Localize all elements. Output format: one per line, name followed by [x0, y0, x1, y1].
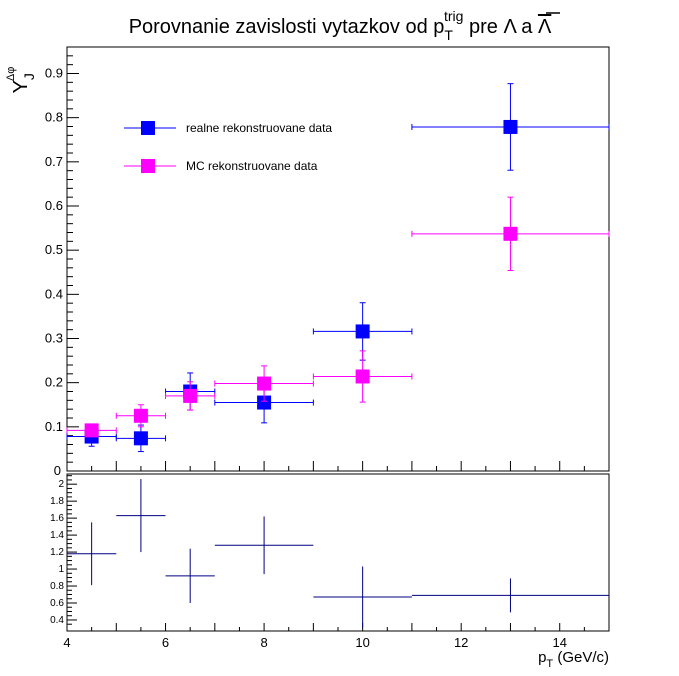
upper-y-tick-label: 0.1 — [45, 419, 63, 434]
x-label-rest: (GeV/c) — [553, 649, 609, 666]
y-label-sup: Δφ — [5, 67, 17, 81]
x-axis-label: pT (GeV/c) — [538, 649, 609, 670]
x-tick-label: 4 — [63, 635, 70, 650]
upper-series — [66, 83, 610, 453]
legend: realne rekonstruovane data MC rekonstruo… — [124, 121, 332, 173]
legend-label-mc: MC rekonstruovane data — [186, 159, 318, 173]
upper-y-tick-label: 0.6 — [45, 198, 63, 213]
title-rest: pre Λ a — [463, 16, 538, 38]
legend-entry-mc: MC rekonstruovane data — [124, 159, 318, 173]
data-point — [355, 369, 370, 384]
upper-y-tick-label: 0.9 — [45, 66, 63, 81]
lower-y-tick-label: 1 — [58, 564, 64, 575]
title-lambda-bar: Λ — [538, 16, 552, 38]
data-point — [257, 395, 272, 410]
upper-y-tick-label: 0.7 — [45, 154, 63, 169]
lower-y-tick-label: 2 — [58, 479, 64, 490]
title-main: Porovnanie zavislosti vytazkov od p — [129, 16, 445, 38]
x-label-main: p — [538, 649, 546, 666]
lower-panel: 0.4 0.6 0.8 1 1.2 1.4 1.6 1.8 2 4 6 8 10 12 14 — [50, 473, 610, 650]
lower-y-tick-label: 1.8 — [50, 496, 64, 507]
y-label-sub: J — [21, 73, 37, 80]
x-tick-label: 14 — [552, 635, 566, 650]
y-label-main: Y — [10, 80, 32, 93]
upper-y-tick-label: 0.3 — [45, 331, 63, 346]
legend-marker-mc — [141, 159, 155, 173]
data-point — [183, 388, 198, 403]
y-axis-label: YJ Δφ — [5, 67, 37, 94]
lower-y-tick-label: 1.4 — [50, 530, 64, 541]
upper-ticks: 0.1 0.2 0.3 0.4 0.5 0.6 0.7 0.8 0.9 — [45, 46, 610, 471]
upper-panel: 0.1 0.2 0.3 0.4 0.5 0.6 0.7 0.8 0.9 0 — [45, 46, 610, 478]
x-tick-label: 10 — [355, 635, 369, 650]
data-point — [503, 119, 518, 134]
lower-series — [67, 479, 609, 628]
legend-marker-realne — [141, 121, 155, 135]
upper-y-tick-label: 0.4 — [45, 286, 63, 301]
upper-y-tick-label: 0.2 — [45, 375, 63, 390]
lower-y-tick-label: 0.4 — [50, 615, 64, 626]
legend-label-realne: realne rekonstruovane data — [186, 121, 332, 135]
title-superscript: trig — [444, 8, 463, 24]
title-subscript: T — [444, 27, 453, 43]
data-point — [257, 376, 272, 391]
x-label-sub: T — [546, 658, 553, 670]
lower-y-tick-label: 1.2 — [50, 547, 64, 558]
chart-title: Porovnanie zavislosti vytazkov od pTtrig… — [129, 8, 552, 43]
x-tick-label: 12 — [454, 635, 468, 650]
x-tick-label: 8 — [260, 635, 267, 650]
data-point — [84, 423, 99, 438]
data-point — [133, 431, 148, 446]
x-tick-label: 6 — [162, 635, 169, 650]
data-point — [355, 324, 370, 339]
series-ratio — [67, 479, 609, 628]
legend-entry-realne: realne rekonstruovane data — [124, 121, 332, 135]
lower-y-tick-label: 1.6 — [50, 513, 64, 524]
upper-zero-label: 0 — [54, 463, 61, 478]
upper-y-tick-label: 0.5 — [45, 242, 63, 257]
data-point — [133, 408, 148, 423]
lower-y-tick-label: 0.8 — [50, 581, 64, 592]
lower-y-tick-label: 0.6 — [50, 598, 64, 609]
data-point — [503, 226, 518, 241]
upper-y-tick-label: 0.8 — [45, 110, 63, 125]
series-mc — [66, 196, 610, 438]
